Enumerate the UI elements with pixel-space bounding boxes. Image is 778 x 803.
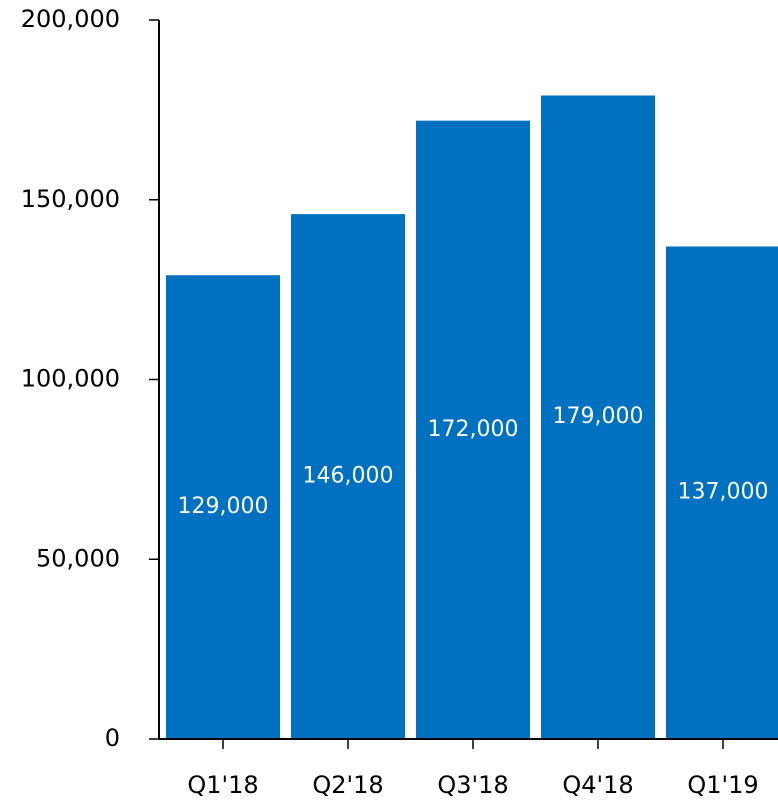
y-tick-label: 50,000	[36, 544, 120, 572]
y-tick-label: 150,000	[21, 185, 120, 213]
bar-3	[416, 120, 530, 739]
x-tick-label: Q1'19	[687, 771, 758, 799]
bar-2	[291, 214, 405, 739]
bar-labels-group: 129,000 146,000 172,000 179,000 137,000	[178, 404, 769, 519]
bar-value-label: 129,000	[178, 494, 269, 519]
x-axis: Q1'18 Q2'18 Q3'18 Q4'18 Q1'19	[159, 738, 778, 799]
x-tick-label: Q2'18	[312, 771, 383, 799]
bars-group	[166, 95, 778, 740]
bar-value-label: 172,000	[428, 417, 519, 442]
y-tick-label: 100,000	[21, 365, 120, 393]
y-axis: 0 50,000 100,000 150,000 200,000	[21, 5, 160, 752]
x-tick-label: Q3'18	[437, 771, 508, 799]
bar-value-label: 146,000	[303, 464, 394, 489]
y-tick-label: 200,000	[21, 5, 120, 33]
bar-value-label: 137,000	[678, 480, 769, 505]
bar-5	[666, 246, 778, 740]
bar-4	[541, 95, 655, 740]
bar-value-label: 179,000	[553, 404, 644, 429]
bar-1	[166, 275, 280, 739]
x-tick-label: Q1'18	[187, 771, 258, 799]
y-tick-label: 0	[105, 724, 120, 752]
x-tick-label: Q4'18	[562, 771, 633, 799]
